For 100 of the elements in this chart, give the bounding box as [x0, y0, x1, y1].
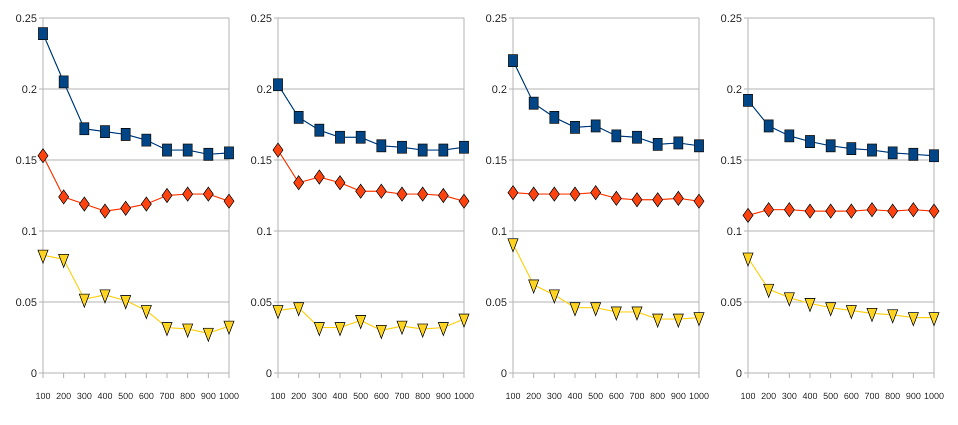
x-tick-label: 600: [374, 391, 389, 401]
point: [162, 322, 172, 336]
y-tick-label: 0.05: [720, 296, 742, 309]
point: [528, 186, 540, 202]
x-tick-label: 400: [97, 391, 113, 401]
point: [272, 305, 284, 319]
x-tick-label: 500: [118, 391, 134, 401]
x-tick-label: 800: [415, 391, 430, 401]
y-tick-label: 0.25: [486, 12, 507, 25]
x-tick-label: 700: [629, 391, 645, 401]
point: [908, 148, 918, 161]
point: [590, 120, 601, 132]
point: [846, 305, 857, 319]
point: [376, 184, 387, 199]
x-tick-label: 100: [505, 391, 521, 401]
point: [528, 280, 540, 294]
y-tick-label: 0.25: [16, 12, 37, 25]
point: [38, 148, 48, 164]
point: [764, 120, 774, 132]
point: [825, 204, 836, 219]
point: [784, 129, 794, 142]
y-tick-label: 0: [736, 368, 742, 380]
point: [846, 204, 857, 219]
point: [140, 196, 152, 212]
point: [58, 254, 70, 268]
point: [610, 190, 622, 206]
point: [632, 192, 642, 208]
y-tick-label: 0.15: [486, 154, 507, 167]
x-tick-label: 100: [270, 391, 286, 401]
point: [293, 302, 304, 316]
point: [78, 294, 90, 308]
y-tick-label: 0.2: [726, 84, 742, 96]
point: [224, 320, 234, 335]
point: [763, 202, 774, 218]
point: [396, 186, 408, 202]
point: [38, 250, 48, 264]
point: [224, 146, 234, 160]
point: [570, 302, 580, 316]
point: [570, 186, 580, 202]
point: [79, 122, 90, 136]
point: [784, 292, 795, 306]
point: [694, 312, 704, 326]
point: [928, 204, 940, 219]
point: [672, 314, 684, 328]
point: [508, 238, 518, 252]
point: [458, 314, 470, 328]
point: [355, 184, 366, 199]
point: [804, 298, 816, 312]
x-tick-label: 200: [526, 391, 542, 401]
x-tick-label: 100: [740, 391, 756, 401]
point: [763, 284, 774, 298]
point: [120, 200, 132, 216]
point: [928, 312, 940, 326]
point: [417, 324, 428, 338]
x-tick-label: 300: [76, 391, 92, 401]
y-tick-label: 0.25: [720, 12, 742, 25]
x-tick-label: 900: [670, 391, 686, 401]
point: [38, 27, 48, 40]
point: [866, 308, 878, 322]
y-tick-label: 0.2: [256, 84, 272, 96]
point: [458, 194, 470, 209]
point: [397, 140, 407, 154]
point: [334, 175, 346, 190]
point: [417, 186, 428, 202]
x-tick-label: 300: [312, 391, 327, 401]
y-tick-label: 0.05: [250, 296, 272, 309]
point: [826, 139, 836, 152]
point: [78, 196, 90, 212]
y-tick-label: 0.2: [492, 84, 507, 96]
x-tick-label: 200: [56, 391, 72, 401]
x-tick-label: 400: [802, 391, 818, 401]
point: [182, 144, 193, 156]
y-tick-label: 0.15: [720, 154, 742, 167]
y-tick-label: 0.05: [16, 296, 37, 309]
point: [100, 125, 110, 138]
point: [825, 302, 836, 316]
point: [672, 190, 684, 206]
point: [58, 76, 69, 88]
point: [508, 54, 518, 67]
point: [120, 295, 132, 309]
point: [846, 142, 856, 156]
point: [162, 188, 172, 203]
x-tick-label: 900: [436, 391, 451, 401]
x-tick-label: 600: [608, 391, 624, 401]
y-tick-label: 0.1: [726, 226, 742, 238]
point: [694, 139, 704, 152]
x-tick-label: 300: [546, 391, 562, 401]
point: [314, 170, 325, 184]
x-tick-label: 900: [200, 391, 216, 401]
y-tick-label: 0.1: [256, 226, 272, 238]
x-tick-label: 800: [650, 391, 666, 401]
point: [141, 134, 152, 147]
point: [355, 315, 366, 329]
y-tick-label: 0: [266, 368, 272, 380]
y-tick-label: 0.15: [16, 154, 37, 167]
point: [590, 302, 602, 316]
point: [867, 144, 877, 156]
point: [548, 186, 560, 202]
y-tick-label: 0.1: [492, 226, 507, 238]
point: [570, 120, 580, 134]
